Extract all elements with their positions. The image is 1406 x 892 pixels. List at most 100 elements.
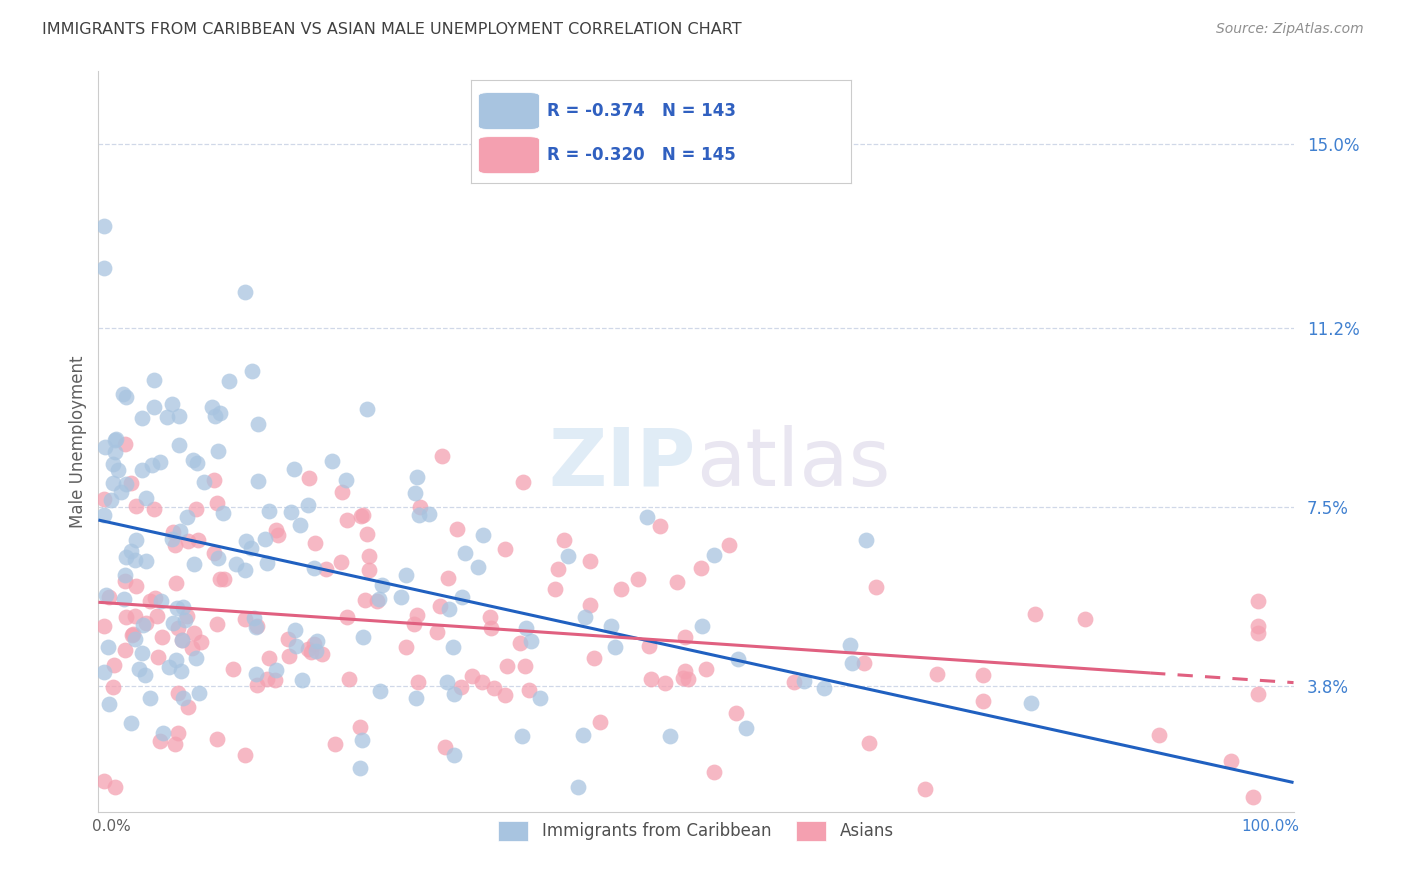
Point: [172, 632, 194, 647]
Point: [98, 590, 121, 604]
Point: [509, 635, 531, 649]
Point: [441, 640, 464, 654]
Point: [176, 608, 198, 623]
Y-axis label: Male Unemployment: Male Unemployment: [69, 355, 87, 528]
Point: [235, 285, 257, 299]
Point: [567, 780, 589, 795]
Point: [673, 664, 696, 678]
Point: [446, 522, 468, 536]
Point: [97, 697, 120, 711]
Point: [93, 619, 115, 633]
Point: [494, 688, 516, 702]
Point: [141, 458, 163, 473]
Point: [160, 532, 183, 546]
Point: [143, 591, 166, 605]
Point: [152, 630, 174, 644]
Point: [330, 555, 353, 569]
Point: [131, 463, 153, 477]
Point: [838, 638, 860, 652]
Point: [114, 568, 136, 582]
Point: [471, 528, 494, 542]
Point: [529, 691, 551, 706]
Point: [264, 523, 287, 537]
Point: [1247, 626, 1270, 640]
Point: [120, 543, 142, 558]
Text: R = -0.374   N = 143: R = -0.374 N = 143: [547, 102, 735, 120]
Point: [782, 674, 804, 689]
Point: [107, 463, 129, 477]
Point: [637, 639, 659, 653]
Point: [131, 410, 153, 425]
Text: R = -0.320   N = 145: R = -0.320 N = 145: [547, 146, 735, 164]
Point: [841, 656, 863, 670]
Point: [299, 645, 322, 659]
Point: [370, 578, 392, 592]
Point: [672, 671, 695, 685]
Point: [515, 621, 537, 635]
Point: [209, 406, 232, 420]
Point: [1247, 687, 1270, 701]
Point: [972, 693, 994, 707]
Point: [280, 505, 302, 519]
Point: [132, 617, 155, 632]
Point: [574, 610, 596, 624]
Point: [368, 591, 391, 606]
Point: [513, 658, 536, 673]
Point: [725, 706, 748, 721]
Point: [443, 687, 465, 701]
Point: [246, 619, 269, 633]
Point: [103, 657, 125, 672]
Point: [673, 631, 696, 645]
Point: [162, 524, 184, 539]
Point: [97, 640, 120, 654]
Point: [235, 533, 257, 548]
Point: [437, 571, 460, 585]
Point: [104, 445, 127, 459]
Point: [356, 527, 378, 541]
Text: ZIP: ZIP: [548, 425, 696, 503]
Point: [335, 473, 357, 487]
Point: [304, 561, 326, 575]
Text: IMMIGRANTS FROM CARIBBEAN VS ASIAN MALE UNEMPLOYMENT CORRELATION CHART: IMMIGRANTS FROM CARIBBEAN VS ASIAN MALE …: [42, 22, 742, 37]
Point: [336, 513, 359, 527]
Point: [311, 647, 333, 661]
Point: [557, 549, 579, 563]
Point: [167, 438, 190, 452]
Point: [120, 475, 142, 490]
Point: [104, 432, 127, 446]
Point: [640, 672, 662, 686]
Point: [121, 627, 143, 641]
Point: [124, 608, 146, 623]
Point: [1219, 755, 1241, 769]
Point: [135, 554, 157, 568]
Point: [149, 734, 172, 748]
Point: [368, 684, 391, 698]
Point: [654, 676, 676, 690]
Point: [297, 471, 319, 485]
Point: [183, 557, 205, 571]
Point: [352, 630, 374, 644]
Point: [429, 599, 451, 613]
Point: [409, 500, 432, 514]
Point: [120, 715, 142, 730]
Point: [114, 436, 136, 450]
Point: [582, 651, 605, 665]
Point: [166, 652, 188, 666]
Point: [512, 730, 534, 744]
Point: [718, 538, 741, 552]
Point: [553, 533, 575, 547]
Point: [478, 610, 501, 624]
Point: [112, 591, 135, 606]
Point: [547, 562, 569, 576]
Point: [257, 504, 280, 518]
Point: [330, 484, 353, 499]
Point: [93, 774, 115, 789]
Point: [172, 691, 194, 706]
Point: [1247, 594, 1270, 608]
Point: [359, 549, 381, 564]
Point: [813, 681, 835, 695]
Point: [406, 675, 429, 690]
Point: [135, 491, 157, 506]
Point: [405, 470, 427, 484]
Text: 0.0%: 0.0%: [93, 819, 131, 834]
